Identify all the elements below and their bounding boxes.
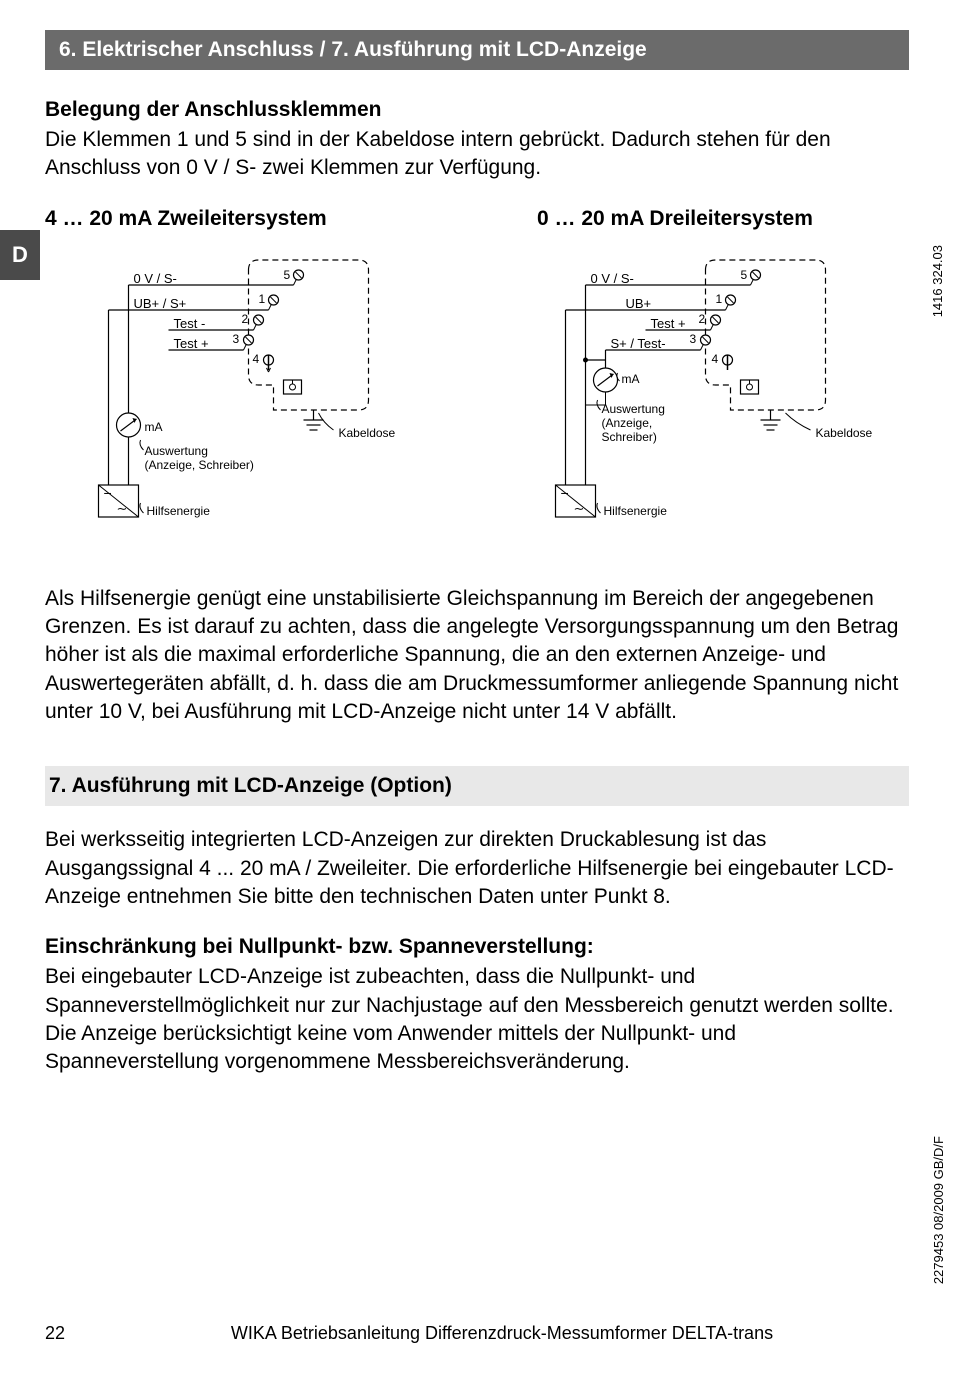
svg-text:Kabeldose: Kabeldose xyxy=(339,426,396,440)
svg-text:Test +: Test + xyxy=(174,336,209,351)
section7-para2: Bei eingebauter LCD-Anzeige ist zubeacht… xyxy=(45,963,909,1020)
drawing-number: 1416 324.03 xyxy=(930,245,945,317)
belegung-heading: Belegung der Anschlussklemmen xyxy=(45,98,909,122)
svg-text:1: 1 xyxy=(259,292,266,306)
svg-text:∼: ∼ xyxy=(574,501,585,516)
svg-text:5: 5 xyxy=(284,268,291,282)
svg-text:1: 1 xyxy=(716,292,723,306)
einschraenkung-heading: Einschränkung bei Nullpunkt- bzw. Spanne… xyxy=(45,935,909,959)
svg-text:5: 5 xyxy=(741,268,748,282)
svg-text:4: 4 xyxy=(253,352,260,366)
belegung-text: Die Klemmen 1 und 5 sind in der Kabeldos… xyxy=(45,126,909,183)
svg-text:−: − xyxy=(104,485,112,501)
svg-text:3: 3 xyxy=(233,332,240,346)
svg-text:0 V / S-: 0 V / S- xyxy=(591,271,634,286)
diagram-right-title: 0 … 20 mA Dreileitersystem xyxy=(537,207,909,231)
svg-text:Test +: Test + xyxy=(651,316,686,331)
diagram-left-title: 4 … 20 mA Zweileitersystem xyxy=(45,207,417,231)
svg-text:2: 2 xyxy=(242,312,249,326)
language-tab: D xyxy=(0,230,40,280)
section-header: 6. Elektrischer Anschluss / 7. Ausführun… xyxy=(45,30,909,70)
page-number: 22 xyxy=(45,1323,95,1344)
svg-text:(Anzeige,: (Anzeige, xyxy=(602,416,653,430)
svg-text:(Anzeige, Schreiber): (Anzeige, Schreiber) xyxy=(145,458,254,472)
svg-text:∼: ∼ xyxy=(117,501,128,516)
wiring-diagram-two-wire: 0 V / S- UB+ / S+ Test - Test + 5 1 2 3 … xyxy=(45,245,452,545)
svg-text:mA: mA xyxy=(622,372,640,386)
section7-header: 7. Ausführung mit LCD-Anzeige (Option) xyxy=(45,766,909,806)
svg-text:Kabeldose: Kabeldose xyxy=(816,426,873,440)
svg-text:mA: mA xyxy=(145,420,163,434)
hilfsenergie-paragraph: Als Hilfsenergie genügt eine unstabilisi… xyxy=(45,585,909,727)
document-code: 2279453 08/2009 GB/D/F xyxy=(931,1136,946,1284)
section7-para1: Bei werksseitig integrierten LCD-Anzeige… xyxy=(45,826,909,911)
svg-text:Auswertung: Auswertung xyxy=(602,402,665,416)
svg-text:3: 3 xyxy=(690,332,697,346)
svg-text:Schreiber): Schreiber) xyxy=(602,430,657,444)
footer-text: WIKA Betriebsanleitung Differenzdruck-Me… xyxy=(95,1323,909,1344)
svg-text:Test -: Test - xyxy=(174,316,206,331)
svg-text:Hilfsenergie: Hilfsenergie xyxy=(604,504,668,518)
wiring-diagram-three-wire: 0 V / S- UB+ Test + S+ / Test- 5 1 2 3 4… xyxy=(502,245,909,545)
svg-text:Auswertung: Auswertung xyxy=(145,444,208,458)
svg-text:UB+ / S+: UB+ / S+ xyxy=(134,296,187,311)
svg-text:UB+: UB+ xyxy=(626,296,652,311)
section7-para3: Die Anzeige berücksichtigt keine vom Anw… xyxy=(45,1020,909,1077)
svg-text:2: 2 xyxy=(699,312,706,326)
svg-text:S+ / Test-: S+ / Test- xyxy=(611,336,666,351)
svg-text:−: − xyxy=(561,485,569,501)
svg-text:Hilfsenergie: Hilfsenergie xyxy=(147,504,211,518)
svg-text:4: 4 xyxy=(712,352,719,366)
svg-text:0 V / S-: 0 V / S- xyxy=(134,271,177,286)
